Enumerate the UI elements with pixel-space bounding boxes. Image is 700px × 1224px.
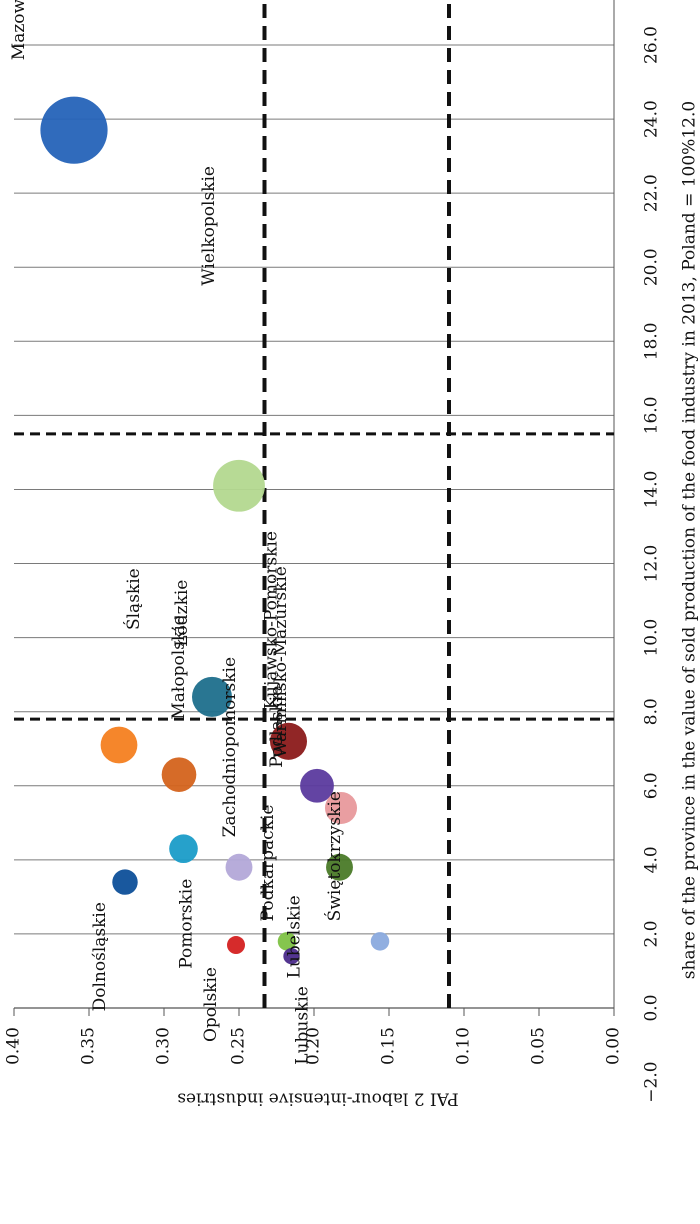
- bubble-label-dolnoslaskie: Dolnośląskie: [90, 902, 110, 1011]
- x-tick-label: 20.0: [642, 248, 662, 286]
- bubble-label-slaskie: Śląskie: [123, 568, 144, 630]
- x-tick-label: 18.0: [642, 322, 662, 360]
- bubble-dolnoslaskie: [112, 869, 138, 895]
- grid-layer: [14, 44, 614, 1009]
- bubble-label-podkarpackie: Podkarpackie: [258, 805, 278, 922]
- bubble-label-swietokrzyskie: Świętokrzyskie: [324, 791, 345, 921]
- axis-layer: −2.0 0.0 2.0 4.0 6.0 8.0 10.0 12.0 14.0 16.0 18.0 2…: [4, 0, 662, 1103]
- bubble-label-opolskie: Opolskie: [201, 967, 221, 1042]
- axis-titles: share of the province in the value of so…: [177, 101, 699, 1109]
- x-tick-label: 14.0: [642, 471, 662, 509]
- bubble-lodzkie: [192, 676, 232, 717]
- x-axis-title: share of the province in the value of so…: [680, 101, 700, 979]
- bubble-lubelskie: [326, 853, 353, 881]
- bubble-label-malopolskie: Małopolskie: [169, 615, 189, 719]
- bubble-lubuskie: [283, 947, 300, 965]
- x-tick-label: 16.0: [642, 396, 662, 434]
- x-tick-label: 2.0: [642, 920, 662, 947]
- reference-lines: [14, 4, 614, 1008]
- x-tick-label: 0.0: [642, 994, 662, 1021]
- y-tick-label: 0.15: [379, 1027, 399, 1065]
- y-tick-label: 0.25: [229, 1027, 249, 1065]
- bubble-label-zachodniopomorskie: Zachodniopomorskie: [220, 657, 240, 837]
- bubble-kujawsko-pomorskie: [269, 722, 308, 760]
- bubble-warminsko-mazurskie: [324, 791, 358, 825]
- bubble-label-pomorskie: Pomorskie: [177, 879, 197, 969]
- x-tick-label: 12.0: [642, 545, 662, 583]
- y-tick-label: 0.40: [4, 1027, 24, 1065]
- bubble-label-lodzkie: Łódzkie: [172, 580, 192, 647]
- x-tick-label: 6.0: [642, 772, 662, 799]
- bubble-label-lubelskie: Lubelskie: [285, 895, 305, 978]
- y-tick-label: 0.20: [304, 1027, 324, 1065]
- x-tick-label: 4.0: [642, 846, 662, 873]
- bubble-label-podlaskie: Podlaskie: [267, 686, 287, 768]
- bubble-swietokrzyskie: [370, 932, 390, 951]
- bubble-labels: Mazowieckie Wielkopolskie Łódzkie Śląskie Ku…: [9, 0, 345, 1065]
- x-tick-label: 24.0: [642, 100, 662, 138]
- bubbles: [40, 96, 390, 965]
- bubble-wielkopolskie: [213, 459, 265, 512]
- bubble-podkarpackie: [277, 932, 297, 951]
- bubble-label-warminsko-mazurskie: Warmińsko-Mazurskie: [271, 566, 291, 758]
- x-tick-label: 26.0: [642, 26, 662, 64]
- bubble-zachodniopomorskie: [225, 853, 253, 881]
- y-tick-label: 0.30: [154, 1027, 174, 1065]
- bubble-pomorskie: [169, 834, 198, 864]
- bubble-label-lubuskie: Lubuskie: [293, 986, 313, 1065]
- bubble-podlaskie: [300, 768, 334, 803]
- x-tick-label: 10.0: [642, 619, 662, 657]
- x-tick-label: −2.0: [642, 1061, 662, 1102]
- y-tick-label: 0.35: [79, 1027, 99, 1065]
- y-axis-title: PAI 2 labour-intensive industries: [177, 1089, 459, 1109]
- bubble-label-mazowieckie: Mazowieckie: [9, 0, 29, 60]
- bubble-malopolskie: [161, 757, 197, 792]
- x-tick-label: 8.0: [642, 698, 662, 725]
- x-tick-label: 22.0: [642, 174, 662, 212]
- bubble-label-wielkopolskie: Wielkopolskie: [199, 166, 219, 286]
- y-tick-label: 0.00: [604, 1027, 624, 1065]
- bubble-mazowieckie: [40, 96, 108, 164]
- y-tick-label: 0.05: [529, 1027, 549, 1065]
- bubble-slaskie: [100, 726, 138, 764]
- bubble-label-kujawsko-pomorskie: Kujawsko-Pomorskie: [262, 531, 282, 709]
- y-tick-label: 0.10: [454, 1027, 474, 1065]
- bubble-opolskie: [227, 936, 245, 955]
